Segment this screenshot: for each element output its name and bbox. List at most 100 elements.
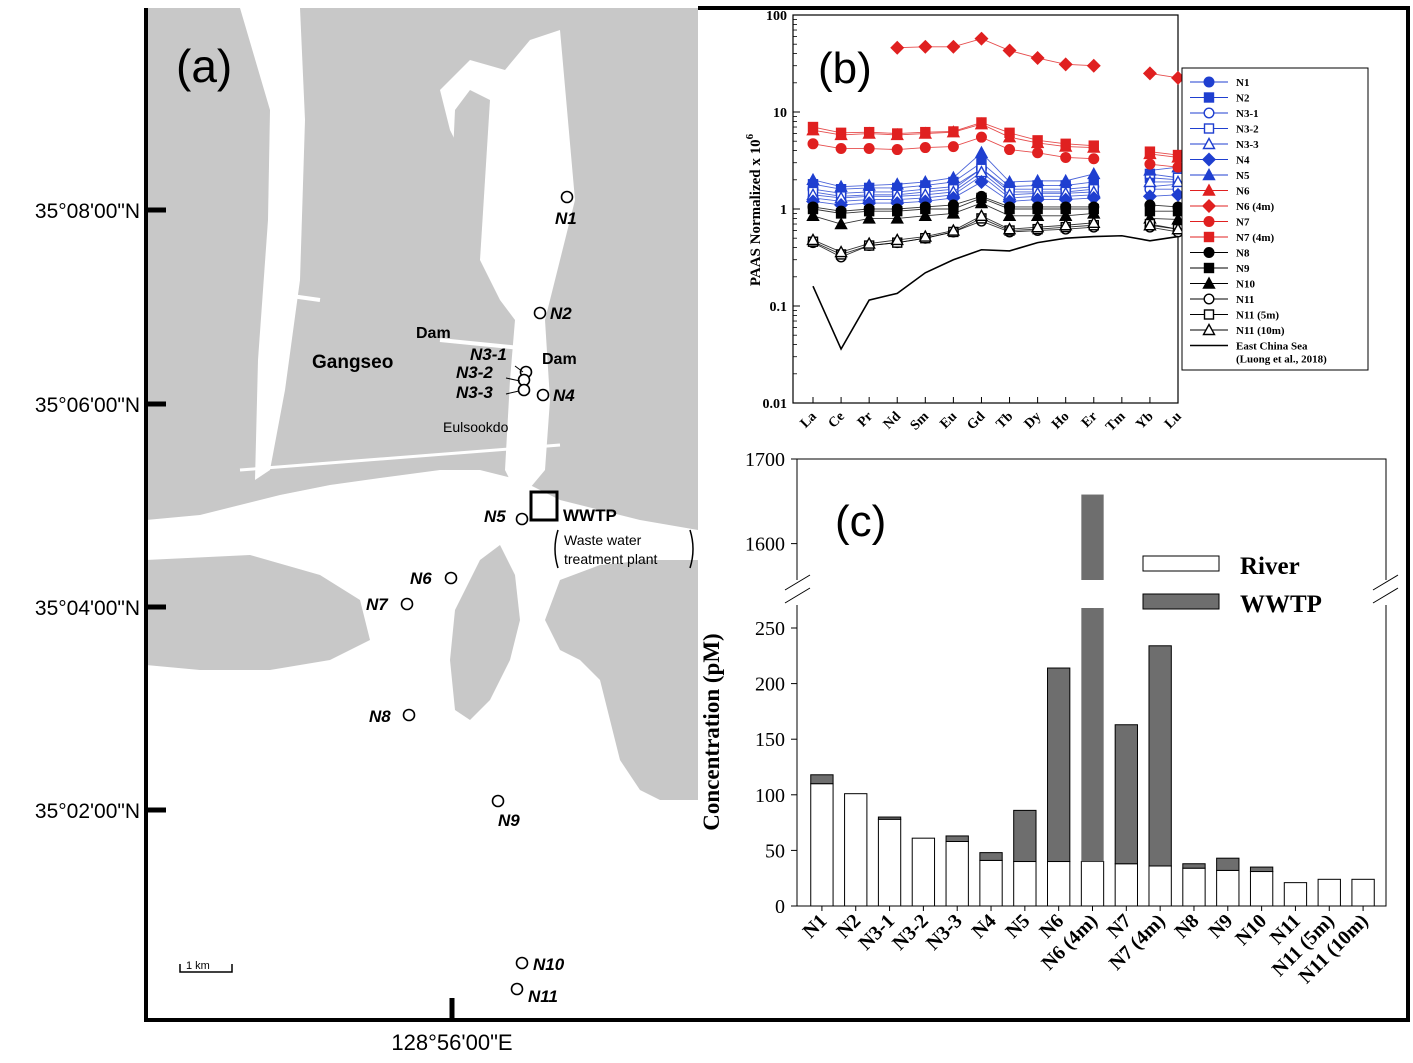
latitude-label: 35°08'00"N bbox=[35, 200, 140, 223]
dam-2 bbox=[439, 338, 541, 352]
station-leader-n3-1 bbox=[514, 365, 524, 373]
ree-legend-label: East China Sea bbox=[1236, 341, 1308, 353]
scale-bar bbox=[179, 964, 233, 973]
ree-line-n10 bbox=[1149, 217, 1179, 220]
station-label-n5: N5 bbox=[484, 507, 506, 526]
ree-legend-marker bbox=[1203, 76, 1215, 88]
ree-y-tick-label: 0.1 bbox=[770, 300, 788, 315]
bar-x-tick-label-n10: N10 bbox=[1231, 910, 1271, 950]
ree-legend-item-east-china-sea-luong-et-al-2018: East China Sea(Luong et al., 2018) bbox=[1190, 341, 1327, 366]
ree-series-n6 bbox=[806, 117, 1185, 163]
island-small bbox=[250, 596, 310, 630]
ree-point-n5 bbox=[1059, 173, 1073, 187]
ree-legend-item-n7: N7 bbox=[1190, 215, 1250, 229]
bar-y-tick-label: 1600 bbox=[745, 534, 785, 556]
bar-river-n6-4m bbox=[1080, 861, 1105, 907]
ree-legend-item-n4: N4 bbox=[1190, 152, 1250, 167]
wwtp-desc-2: treatment plant bbox=[564, 551, 657, 567]
ree-x-tick-label-tm: Tm bbox=[1103, 409, 1129, 435]
station-label-n4: N4 bbox=[553, 386, 575, 405]
ree-legend-marker bbox=[1203, 231, 1215, 243]
river-west bbox=[240, 8, 305, 480]
bar-river-n3-2 bbox=[911, 837, 936, 907]
ree-legend-marker bbox=[1203, 92, 1215, 103]
panel-label-c: (c) bbox=[835, 497, 886, 546]
legend-swatch-river bbox=[1142, 555, 1220, 572]
station-label-n11: N11 bbox=[528, 987, 558, 1006]
ree-legend-label: N11 bbox=[1236, 294, 1254, 306]
ree-y-tick-label: 100 bbox=[766, 9, 787, 24]
station-label-n1: N1 bbox=[555, 209, 577, 228]
ree-legend-item-n3-3: N3-3 bbox=[1190, 137, 1259, 151]
ree-legend-item-n10: N10 bbox=[1190, 276, 1255, 291]
ree-point-n11-10m bbox=[1171, 222, 1185, 235]
place-dam-west: Dam bbox=[416, 325, 451, 342]
station-marker-n3-3 bbox=[517, 383, 531, 397]
station-label-n2: N2 bbox=[550, 304, 572, 323]
bar-river-n9 bbox=[1216, 869, 1240, 907]
bar-river-n11-10m bbox=[1351, 878, 1375, 907]
ree-point-n5 bbox=[1030, 173, 1045, 187]
ree-x-tick-label-ce: Ce bbox=[826, 409, 848, 431]
ree-point-n7-4m bbox=[1004, 127, 1015, 139]
bar-river-n2 bbox=[844, 793, 868, 907]
ree-point-n11-10m bbox=[834, 245, 848, 258]
ree-x-tick-label-tb: Tb bbox=[994, 409, 1017, 432]
ree-series-n3-3 bbox=[806, 165, 1185, 204]
ree-series-n4 bbox=[806, 174, 1185, 212]
ree-point-n11-10m bbox=[1059, 218, 1073, 231]
ree-point-n7 bbox=[1144, 158, 1156, 170]
ree-point-n7-4m bbox=[1172, 149, 1184, 161]
ree-legend-label: N7 bbox=[1236, 217, 1250, 229]
ree-point-n7 bbox=[1004, 144, 1016, 156]
ree-point-n10 bbox=[974, 196, 989, 209]
ree-legend-marker bbox=[1203, 215, 1215, 227]
ree-series-n7-4m bbox=[807, 117, 1184, 161]
bar-river-n11 bbox=[1283, 882, 1308, 907]
ree-legend-marker bbox=[1203, 262, 1215, 274]
ree-point-n5 bbox=[918, 175, 932, 188]
bar-wwtp-n8 bbox=[1182, 863, 1206, 869]
ree-point-n6-4m bbox=[946, 39, 961, 54]
ree-x-tick-label-eu: Eu bbox=[937, 409, 960, 432]
bar-y-tick-label: 150 bbox=[755, 729, 785, 751]
ree-point-n9 bbox=[835, 208, 847, 219]
ree-point-n11-10m bbox=[918, 229, 932, 242]
ree-series-n5 bbox=[806, 145, 1185, 192]
ree-point-n7 bbox=[1172, 161, 1184, 173]
place-dam-east: Dam bbox=[542, 351, 577, 368]
bar-x-tick-label-n3-2: N3-2 bbox=[888, 910, 933, 955]
ree-legend-label: N11 (10m) bbox=[1236, 325, 1285, 337]
bar-series bbox=[810, 494, 1375, 907]
station-leader-n3-2 bbox=[505, 377, 521, 382]
ree-legend-label: (Luong et al., 2018) bbox=[1236, 354, 1327, 366]
ree-series-east-china-sea-luong-et-al-2018 bbox=[812, 234, 1179, 351]
ree-point-n7 bbox=[891, 144, 903, 156]
right-frame bbox=[698, 6, 1410, 1022]
bar-river-n7 bbox=[1114, 863, 1138, 907]
ree-point-n11-10m bbox=[1002, 222, 1017, 235]
ree-legend-item-n11-10m: N11 (10m) bbox=[1190, 323, 1285, 337]
ree-point-n5 bbox=[834, 179, 848, 192]
axis-break-right bbox=[1372, 574, 1399, 604]
station-marker-n9 bbox=[491, 794, 505, 808]
bar-river-n6 bbox=[1047, 861, 1071, 907]
bar-wwtp-n6 bbox=[1047, 667, 1071, 863]
ree-legend-label: N3-3 bbox=[1236, 139, 1259, 151]
ree-legend-label: N3-2 bbox=[1236, 124, 1259, 136]
ree-chart: 0.01 0.1 1 10 100 La Ce Pr Nd Sm Eu Gd Tb Dy Ho Er Tm Yb… bbox=[744, 9, 1369, 435]
ree-series-n6-4m bbox=[890, 31, 1185, 85]
ree-point-n7-4m bbox=[1144, 146, 1156, 157]
ree-point-n7 bbox=[835, 143, 847, 155]
ree-y-tick-label: 1 bbox=[780, 203, 787, 218]
station-label-n3-1: N3-1 bbox=[470, 345, 507, 364]
ree-legend-label: N7 (4m) bbox=[1236, 232, 1275, 244]
wwtp-bracket-right bbox=[689, 529, 694, 569]
station-marker-n2 bbox=[533, 306, 547, 320]
ree-point-n6-4m bbox=[1086, 58, 1101, 73]
station-markers: N1 N2 N3-1N3-2N3-3 N4 N5 N6 N7 N8 N9 N10 N11 bbox=[366, 190, 577, 1006]
ree-legend-marker bbox=[1202, 137, 1216, 150]
bar-x-tick-label-n8: N8 bbox=[1171, 910, 1204, 943]
place-gangseo: Gangseo bbox=[312, 352, 393, 373]
ree-series-n10 bbox=[806, 196, 1185, 230]
